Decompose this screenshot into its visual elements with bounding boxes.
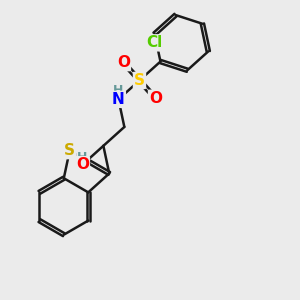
Text: S: S: [64, 143, 75, 158]
Text: O: O: [76, 157, 89, 172]
Text: Cl: Cl: [146, 35, 163, 50]
Text: H: H: [113, 84, 124, 97]
Text: O: O: [117, 55, 130, 70]
Text: H: H: [77, 151, 88, 164]
Text: S: S: [134, 73, 145, 88]
Text: O: O: [149, 91, 162, 106]
Text: N: N: [112, 92, 125, 107]
